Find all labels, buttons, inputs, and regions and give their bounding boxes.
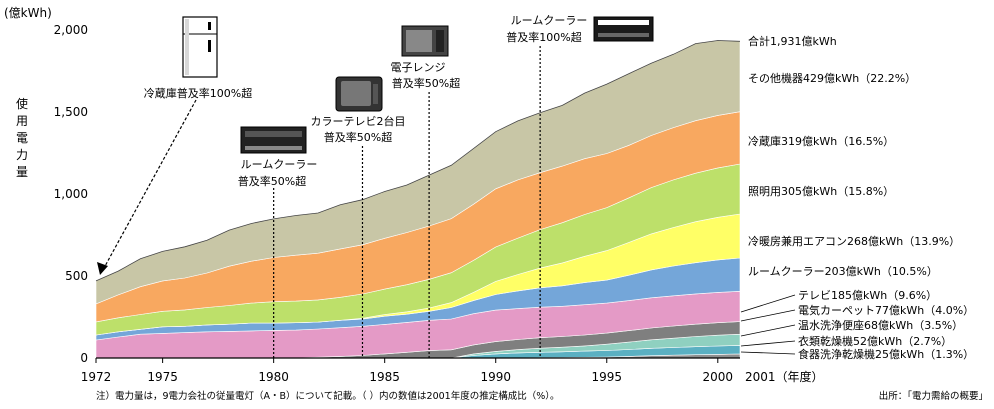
annotation-text: カラーテレビ2台目 [311,114,406,128]
x-tick-label: 1985 [369,370,400,384]
air-conditioner-picture-1992 [593,16,654,42]
y-axis-label-char: 使 [16,96,28,111]
x-ticks: 1972 1975 1980 1985 1990 1995 2000 2001（年度） [81,358,824,384]
microwave-picture [401,25,449,57]
series-labels: 合計1,931億kWh 食器洗浄乾燥機25億kWh（1.3%）衣類乾燥機52億kW… [740,34,974,361]
series-label: 食器洗浄乾燥機25億kWh（1.3%） [798,347,974,361]
refrigerator-arrow-line [103,99,197,269]
annotation-text-2: 普及率50%超 [238,174,306,188]
series-leader-line [740,309,796,322]
series-leader-line [740,340,796,347]
color-tv-picture [335,76,383,112]
total-label: 合計1,931億kWh [748,34,837,48]
y-axis-label-char: 用 [16,114,28,128]
x-tick-label: 1990 [480,370,511,384]
y-axis-label-char: 量 [16,165,28,179]
y-tick-label: 1,500 [54,105,88,119]
annotations: 冷蔵庫普及率100%超ルームクーラー普及率50%超カラーテレビ2台目普及率50%… [144,14,588,188]
y-tick-label: 2,000 [54,23,88,37]
series-leader-line [740,294,796,313]
y-axis-label-char: 力 [16,148,28,162]
series-leader-line [740,351,796,355]
series-label: 冷暖房兼用エアコン268億kWh（13.9%） [748,235,960,248]
refrigerator-arrow-head [97,262,108,275]
x-tick-label: 1995 [591,370,622,384]
annotation-text: 冷蔵庫普及率100%超 [144,86,252,100]
x-tick-label: 2000 [703,370,734,384]
y-tick-label: 1,000 [54,187,88,201]
series-label: 温水洗浄便座68億kWh（3.5%） [798,318,963,332]
areas-layer [95,40,741,359]
source-note: 出所：「電力需給の概要」 [879,390,988,402]
refrigerator-picture [182,16,218,78]
x-end-label: 2001（年度） [745,369,824,384]
series-leader-line [740,324,796,337]
x-tick-label: 1975 [147,370,178,384]
annotation-text-2: 普及率50%超 [392,76,460,90]
x-tick-label: 1980 [258,370,289,384]
annotation-text-2: 普及率50%超 [324,130,392,144]
footnote: 注）電力量は，9電力会社の従量電灯（A・B）について記載。（ ）内の数値は200… [96,390,560,402]
annotation-text: ルームクーラー [511,14,588,27]
series-label: 照明用305億kWh（15.8%） [748,185,894,198]
y-unit-label: (億kWh) [4,6,52,20]
annotation-lines [97,46,541,358]
annotation-text-2: 普及率100%超 [506,30,581,44]
series-label: テレビ185億kWh（9.6%） [798,289,937,302]
series-label: 冷蔵庫319億kWh（16.5%） [748,134,894,148]
y-axis-label-char: 電 [16,131,28,145]
annotation-text: ルームクーラー [241,158,318,171]
annotation-text: 電子レンジ [391,61,446,74]
series-label: ルームクーラー203億kWh（10.5%） [748,265,938,278]
series-label: 電気カーペット77億kWh（4.0%） [798,303,974,317]
y-tick-label: 0 [80,351,88,365]
series-label: その他機器429億kWh（22.2%） [748,71,916,85]
total-outline [95,40,741,282]
x-tick-label: 1972 [81,370,112,384]
y-ticks: 0 500 1,000 1,500 2,000 [54,23,88,365]
y-tick-label: 500 [65,269,88,283]
series-label: 衣類乾燥機52億kWh（2.7%） [798,334,952,348]
air-conditioner-picture-1980 [240,126,307,154]
